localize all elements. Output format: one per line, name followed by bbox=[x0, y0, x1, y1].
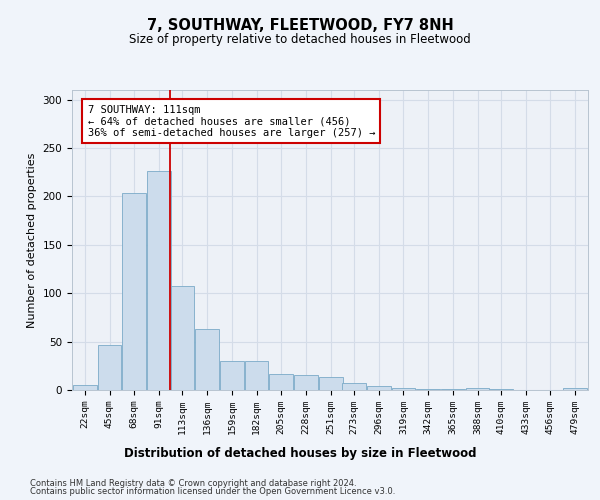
Bar bbox=[220, 361, 244, 390]
Bar bbox=[73, 385, 97, 390]
Bar bbox=[319, 378, 343, 390]
Bar bbox=[489, 389, 513, 390]
Bar bbox=[416, 389, 440, 390]
Bar bbox=[367, 386, 391, 390]
Text: 7, SOUTHWAY, FLEETWOOD, FY7 8NH: 7, SOUTHWAY, FLEETWOOD, FY7 8NH bbox=[146, 18, 454, 32]
Text: Contains HM Land Registry data © Crown copyright and database right 2024.: Contains HM Land Registry data © Crown c… bbox=[30, 478, 356, 488]
Bar bbox=[122, 192, 146, 390]
Text: 7 SOUTHWAY: 111sqm
← 64% of detached houses are smaller (456)
36% of semi-detach: 7 SOUTHWAY: 111sqm ← 64% of detached hou… bbox=[88, 104, 375, 138]
Bar bbox=[98, 346, 121, 390]
Bar bbox=[294, 374, 318, 390]
Bar bbox=[441, 389, 465, 390]
Bar bbox=[195, 329, 219, 390]
Text: Size of property relative to detached houses in Fleetwood: Size of property relative to detached ho… bbox=[129, 32, 471, 46]
Bar bbox=[563, 388, 587, 390]
Bar bbox=[269, 374, 293, 390]
Bar bbox=[342, 383, 366, 390]
Text: Distribution of detached houses by size in Fleetwood: Distribution of detached houses by size … bbox=[124, 448, 476, 460]
Bar bbox=[392, 388, 415, 390]
Bar bbox=[245, 361, 268, 390]
Bar bbox=[466, 388, 490, 390]
Bar bbox=[170, 286, 194, 390]
Bar bbox=[147, 172, 171, 390]
Text: Contains public sector information licensed under the Open Government Licence v3: Contains public sector information licen… bbox=[30, 487, 395, 496]
Y-axis label: Number of detached properties: Number of detached properties bbox=[27, 152, 37, 328]
